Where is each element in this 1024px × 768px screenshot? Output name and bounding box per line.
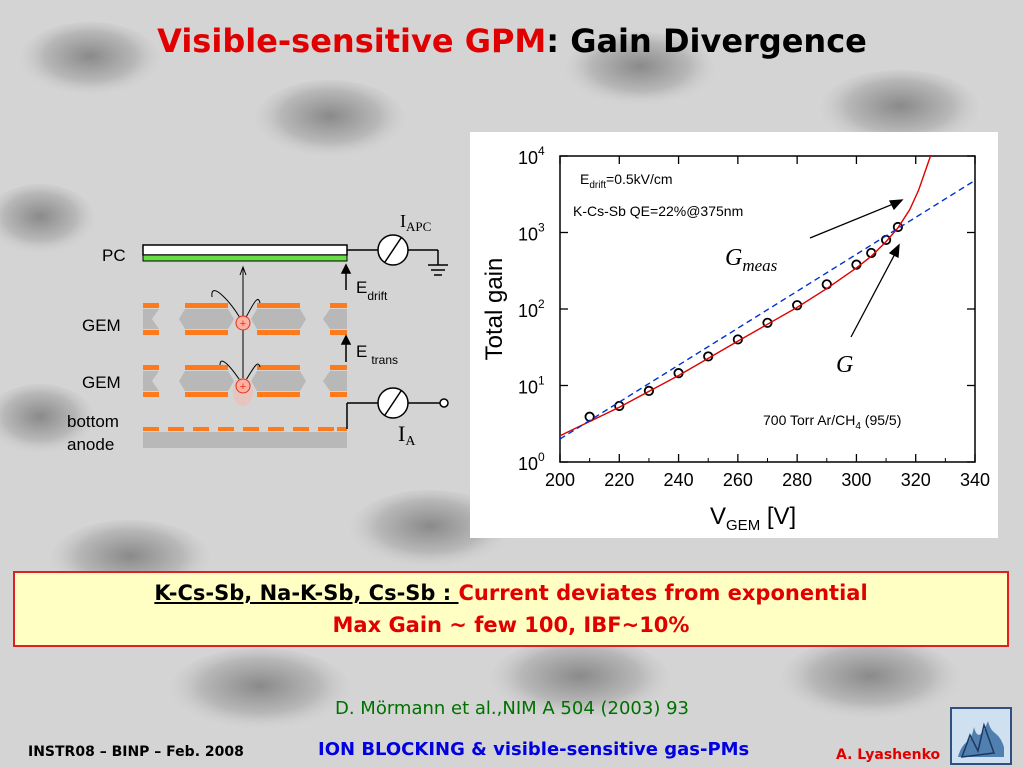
tick-layer: 200 220 240 260 280 300 320 340 100 101 102 103 104 <box>518 144 990 490</box>
gem1-label: GEM <box>82 316 121 335</box>
gem-1 <box>143 303 347 335</box>
gmeas-main: G <box>725 245 742 271</box>
exponential-fit-line <box>559 179 976 440</box>
y-tick-label: 102 <box>518 297 545 321</box>
field-arrows <box>340 263 352 362</box>
annotation-gas: 700 Torr Ar/CH4 (95/5) <box>763 412 901 432</box>
footer-talk-title: ION BLOCKING & visible-sensitive gas-PMs <box>318 739 750 760</box>
iapc-label: IAPC <box>400 211 431 234</box>
gain-chart-svg: 200 220 240 260 280 300 320 340100101102103104 … <box>481 144 990 534</box>
gem-schematic: PC GEM <box>60 205 465 465</box>
ion-markers: + + <box>233 315 253 406</box>
bottom-anode <box>143 427 347 448</box>
title-red-part: Visible-sensitive GPM <box>157 22 547 60</box>
series-layer <box>559 155 976 440</box>
photocathode-layer <box>142 254 348 262</box>
annotation-g: G <box>830 346 860 382</box>
y-axis-label: Total gain <box>481 258 508 361</box>
x-tick-label: 320 <box>901 470 931 490</box>
annotation-edrift: Edrift=0.5kV/cm <box>580 171 673 191</box>
x-tick-label: 240 <box>664 470 694 490</box>
x-tick-label: 260 <box>723 470 753 490</box>
annotation-qe: K-Cs-Sb QE=22%@375nm <box>573 203 743 219</box>
anode-ammeter <box>346 387 449 429</box>
y-tick-label: 101 <box>518 374 545 398</box>
x-tick-label: 280 <box>782 470 812 490</box>
gem-2 <box>143 365 347 397</box>
deviation-note: Current deviates from exponential <box>458 581 868 605</box>
y-tick-label: 100 <box>518 450 545 474</box>
pc-label: PC <box>102 246 126 265</box>
x-tick-label: 200 <box>545 470 575 490</box>
bottom-label: bottom <box>67 412 119 431</box>
gain-chart: 200 220 240 260 280 300 320 340 100 101 102 103 104 … <box>470 132 998 538</box>
reference-citation: D. Mörmann et al.,NIM A 504 (2003) 93 <box>335 698 689 719</box>
y-tick-label: 103 <box>518 221 545 245</box>
measured-gain-curve <box>559 155 932 437</box>
annotation-gmeas: Gmeas <box>720 240 802 280</box>
apc-ammeter <box>347 234 448 276</box>
institute-logo-icon <box>950 707 1012 765</box>
ion-plus-1: + <box>240 318 246 330</box>
y-tick-label: 104 <box>518 144 545 168</box>
anode-label: anode <box>67 435 114 454</box>
footer-author: A. Lyashenko <box>836 747 941 763</box>
footer-conference: INSTR08 – BINP – Feb. 2008 <box>28 744 244 760</box>
x-tick-label: 220 <box>604 470 634 490</box>
x-tick-label: 300 <box>841 470 871 490</box>
title-black-part: : Gain Divergence <box>546 22 867 60</box>
gem2-label: GEM <box>82 373 121 392</box>
conclusion-line-1: K-Cs-Sb, Na-K-Sb, Cs-Sb : Current deviat… <box>15 577 1007 609</box>
svg-text:Gmeas: Gmeas <box>725 245 778 275</box>
conclusion-box: K-Cs-Sb, Na-K-Sb, Cs-Sb : Current deviat… <box>13 571 1009 647</box>
g-label: G <box>836 352 853 378</box>
ion-plus-2: + <box>240 381 246 393</box>
pc-window <box>142 244 348 256</box>
conclusion-line-2: Max Gain ~ few 100, IBF~10% <box>332 613 690 637</box>
ia-label: IA <box>398 421 416 449</box>
gmeas-sub: meas <box>742 256 777 275</box>
edrift-label: Edrift <box>356 278 388 303</box>
slide-title: Visible-sensitive GPM: Gain Divergence <box>0 22 1024 60</box>
photocathodes-list: K-Cs-Sb, Na-K-Sb, Cs-Sb : <box>154 581 459 605</box>
annotation-arrows <box>809 199 904 338</box>
x-axis-label: VGEM [V] <box>710 503 796 534</box>
x-tick-label: 340 <box>960 470 990 490</box>
